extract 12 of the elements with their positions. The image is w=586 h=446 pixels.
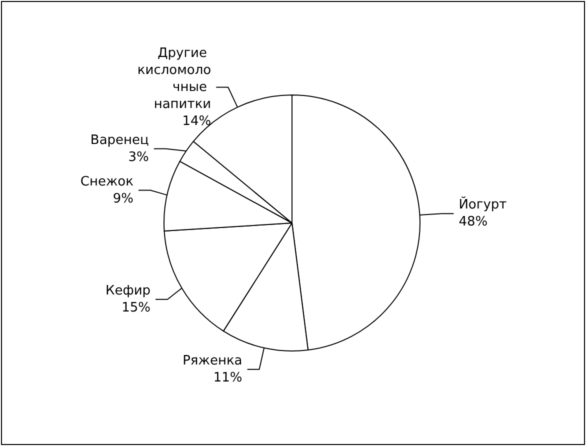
data-label: 48% — [458, 214, 488, 230]
slice-label: Другие кисломолочные напитки — [137, 46, 212, 112]
slice-label: Варенец — [90, 132, 150, 148]
data-label: 14% — [182, 114, 212, 129]
slice-label: Ряженка — [182, 353, 242, 368]
data-label: 9% — [112, 191, 134, 206]
slice-label: Йогурт — [458, 196, 508, 213]
data-label: 11% — [213, 370, 242, 386]
data-label: 3% — [128, 150, 149, 165]
slice-label: Снежок — [80, 174, 134, 190]
slice-label: Кефир — [105, 283, 151, 298]
data-label: 15% — [122, 300, 151, 316]
